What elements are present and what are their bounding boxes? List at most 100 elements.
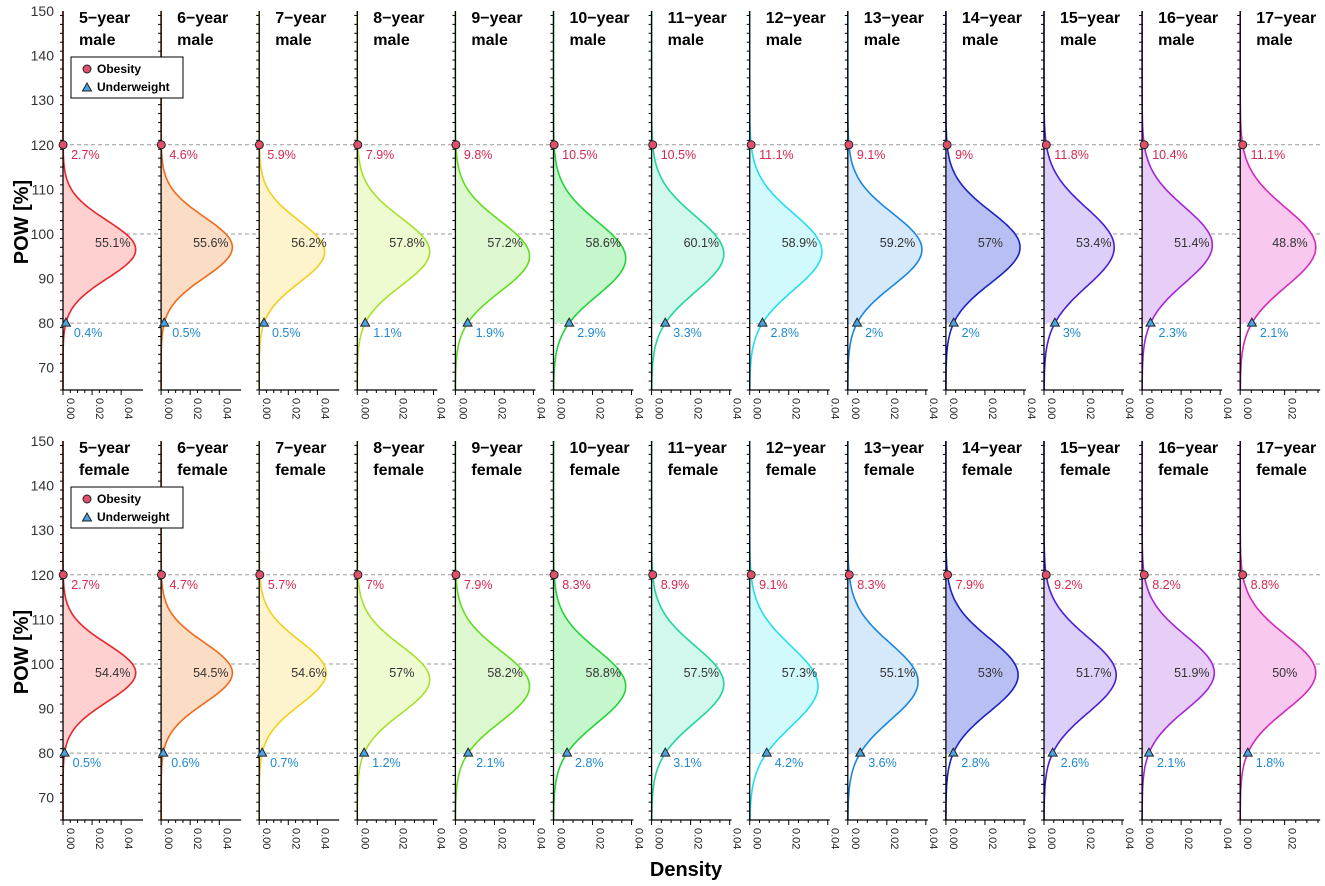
- normal-weight-area: [749, 144, 822, 324]
- legend-underweight-label: Underweight: [97, 510, 170, 524]
- underweight-percent-label: 3.6%: [868, 756, 897, 770]
- normal-percent-label: 57%: [978, 236, 1003, 250]
- panel-title-sex: male: [177, 32, 214, 49]
- x-tick-label: 0.04: [534, 828, 546, 849]
- obesity-percent-label: 5.7%: [268, 578, 297, 592]
- obesity-marker: [353, 570, 363, 580]
- x-tick-label: 0.02: [1286, 828, 1298, 849]
- obesity-percent-label: 4.6%: [169, 148, 198, 162]
- obesity-marker: [58, 570, 68, 580]
- underweight-percent-label: 1.8%: [1256, 756, 1285, 770]
- legend: Obesity Underweight: [70, 56, 184, 99]
- underweight-marker: [359, 317, 371, 327]
- obesity-marker: [156, 140, 166, 150]
- panel-female-17: 0.00 0.02 17−year female 8.8% 1.8% 50%: [1237, 440, 1321, 849]
- normal-weight-area: [847, 574, 918, 754]
- obesity-marker: [549, 140, 559, 150]
- legend-obesity-marker: [82, 494, 92, 504]
- panel-female-7: 0.00 0.02 0.04 7−year female 5.7% 0.7% 54.6%: [255, 440, 340, 849]
- underweight-percent-label: 2.6%: [1061, 756, 1090, 770]
- x-tick-label: 0.04: [220, 828, 232, 849]
- underweight-percent-label: 2.1%: [1260, 326, 1289, 340]
- x-tick-label: 0.04: [731, 398, 743, 419]
- x-tick-label: 0.04: [633, 828, 645, 849]
- normal-weight-area: [455, 574, 530, 754]
- x-tick-label: 0.04: [534, 398, 546, 419]
- normal-weight-area: [259, 574, 327, 754]
- x-tick-label: 0.02: [692, 828, 704, 849]
- x-tick-label: 0.04: [927, 828, 939, 849]
- panel-title-age: 10−year: [570, 440, 630, 457]
- legend-obesity-label: Obesity: [97, 62, 141, 76]
- normal-percent-label: 48.8%: [1272, 236, 1307, 250]
- panel-title-sex: male: [79, 32, 116, 49]
- panel-female-8: 0.00 0.02 0.04 8−year female 7% 1.2% 57%: [353, 440, 447, 849]
- underweight-percent-label: 0.5%: [272, 326, 301, 340]
- obesity-percent-label: 8.2%: [1152, 578, 1181, 592]
- obesity-marker: [746, 570, 756, 580]
- normal-weight-area: [651, 144, 724, 324]
- y-tick-label: 90: [38, 271, 54, 287]
- row-female: 70 80 90 100 110 120 130 140 150 0.00 0.02 0.04 5−ye…: [31, 433, 1322, 849]
- x-tick-label: 0.04: [1025, 398, 1037, 419]
- underweight-percent-label: 2.1%: [476, 756, 505, 770]
- x-tick-label: 0.04: [318, 398, 330, 419]
- panel-title-sex: male: [864, 32, 901, 49]
- panel-title-sex: female: [471, 462, 522, 479]
- panel-title-sex: female: [570, 462, 621, 479]
- normal-weight-area: [1240, 144, 1316, 324]
- panel-title-age: 8−year: [373, 10, 424, 27]
- panel-title-sex: male: [1060, 32, 1097, 49]
- x-tick-label: 0.02: [594, 398, 606, 419]
- underweight-percent-label: 3.1%: [673, 756, 702, 770]
- panel-title-age: 17−year: [1256, 440, 1316, 457]
- panel-title-sex: female: [864, 462, 915, 479]
- underweight-percent-label: 0.7%: [270, 756, 299, 770]
- x-tick-label: 0.00: [1241, 828, 1253, 849]
- x-tick-label: 0.02: [594, 828, 606, 849]
- x-tick-label: 0.00: [1241, 398, 1253, 419]
- x-tick-label: 0.04: [829, 398, 841, 419]
- row-male: 70 80 90 100 110 120 130 140 150 0.00 0.02 0.04 5−ye…: [31, 3, 1322, 419]
- legend-underweight-label: Underweight: [97, 80, 170, 94]
- normal-weight-area: [63, 574, 136, 754]
- panels-layer: 70 80 90 100 110 120 130 140 150 0.00 0.02 0.04 5−ye…: [31, 3, 1322, 849]
- normal-percent-label: 60.1%: [684, 236, 719, 250]
- normal-percent-label: 53%: [978, 666, 1003, 680]
- obesity-percent-label: 7%: [366, 578, 384, 592]
- y-axis-title-female: POW [%]: [11, 610, 33, 694]
- legend-underweight-marker: [81, 81, 93, 92]
- normal-weight-area: [945, 144, 1020, 324]
- obesity-marker: [451, 570, 461, 580]
- legend: Obesity Underweight: [70, 486, 184, 529]
- panel-male-8: 0.00 0.02 0.04 8−year male 7.9% 1.1% 57.8%: [353, 10, 447, 419]
- normal-percent-label: 58.6%: [586, 236, 621, 250]
- y-axis-title-male: POW [%]: [11, 180, 33, 264]
- x-tick-label: 0.04: [1123, 828, 1135, 849]
- underweight-percent-label: 0.4%: [74, 326, 103, 340]
- x-tick-label: 0.02: [289, 398, 301, 419]
- x-tick-label: 0.02: [1084, 398, 1096, 419]
- underweight-marker: [854, 747, 866, 757]
- x-tick-label: 0.02: [93, 828, 105, 849]
- underweight-marker: [59, 747, 70, 757]
- underweight-percent-label: 2.8%: [770, 326, 799, 340]
- normal-weight-area: [63, 144, 136, 324]
- normal-percent-label: 54.5%: [193, 666, 228, 680]
- normal-weight-area: [749, 574, 818, 754]
- normal-percent-label: 57%: [389, 666, 414, 680]
- obesity-percent-label: 11.1%: [759, 148, 794, 162]
- panel-title-sex: male: [1256, 32, 1293, 49]
- y-tick-label: 70: [38, 360, 54, 376]
- x-tick-label: 0.04: [1025, 828, 1037, 849]
- obesity-percent-label: 10.4%: [1152, 148, 1187, 162]
- x-tick-label: 0.02: [986, 828, 998, 849]
- obesity-marker: [648, 140, 658, 150]
- x-tick-label: 0.00: [456, 398, 468, 419]
- panel-male-10: 0.00 0.02 0.04 10−year male 10.5% 2.9% 58.6%: [549, 10, 645, 419]
- panel-female-13: 0.00 0.02 0.04 13−year female 8.3% 3.6% 55.1%: [844, 440, 939, 849]
- obesity-marker: [648, 570, 658, 580]
- normal-percent-label: 58.8%: [586, 666, 621, 680]
- normal-percent-label: 54.4%: [95, 666, 130, 680]
